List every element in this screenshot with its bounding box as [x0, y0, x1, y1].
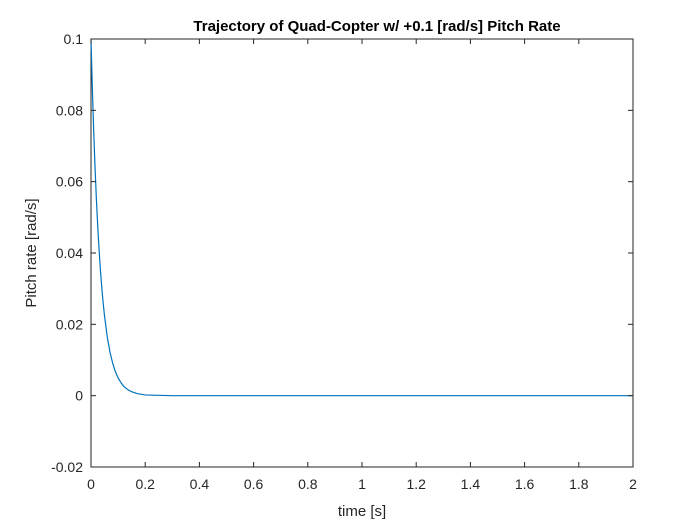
- x-tick-label: 0.4: [190, 476, 210, 492]
- y-tick-label: 0.08: [56, 102, 83, 118]
- x-tick-label: 2: [629, 476, 637, 492]
- chart-title: Trajectory of Quad-Copter w/ +0.1 [rad/s…: [193, 18, 560, 35]
- y-tick-label: 0.04: [56, 245, 83, 261]
- x-tick-label: 0: [87, 476, 95, 492]
- y-tick-label: 0.06: [56, 174, 83, 190]
- x-tick-label: 1: [358, 476, 366, 492]
- x-tick-label: 1.2: [406, 476, 426, 492]
- x-tick-label: 1.8: [569, 476, 589, 492]
- x-tick-label: 1.4: [461, 476, 481, 492]
- axes-box: [90, 38, 634, 468]
- plot-area: [90, 38, 634, 468]
- x-tick-label: 1.6: [515, 476, 535, 492]
- x-tick-label: 0.6: [244, 476, 264, 492]
- x-tick-label: 0.2: [135, 476, 155, 492]
- x-axis-label: time [s]: [338, 503, 386, 520]
- y-tick-label: 0: [75, 388, 83, 404]
- x-tick-label: 0.8: [298, 476, 318, 492]
- series-line: [90, 38, 633, 397]
- y-axis: -0.02 0 0.02 0.04 0.06 0.08 0.1: [51, 31, 633, 475]
- y-tick-label: -0.02: [51, 459, 83, 475]
- x-axis: 0 0.2 0.4 0.6 0.8 1 1.2 1.4 1.6 1.8 2: [87, 39, 637, 492]
- y-tick-label: 0.02: [56, 316, 83, 332]
- y-tick-label: 0.1: [64, 31, 84, 47]
- y-axis-label: Pitch rate [rad/s]: [23, 198, 40, 307]
